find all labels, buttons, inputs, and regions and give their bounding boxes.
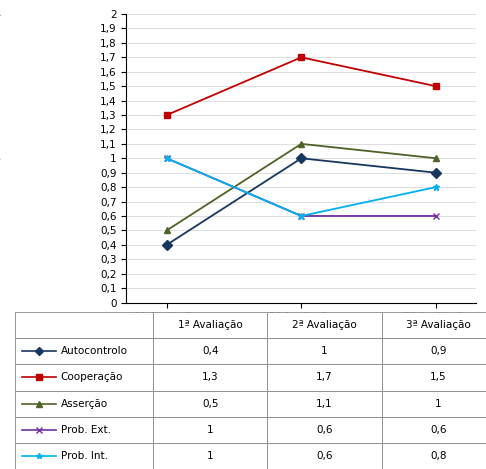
Text: 0,8: 0,8	[431, 451, 447, 461]
Text: 1ª Avaliação: 1ª Avaliação	[178, 320, 243, 330]
Bar	[267, 443, 382, 469]
Bar	[15, 391, 153, 416]
Text: 3ª Avaliação: 3ª Avaliação	[406, 320, 471, 330]
Bar	[15, 443, 153, 469]
Bar	[15, 416, 153, 443]
Bar	[15, 338, 153, 364]
Text: 1,5: 1,5	[430, 372, 447, 382]
Bar	[153, 364, 267, 391]
Text: 2ª Avaliação: 2ª Avaliação	[292, 320, 357, 330]
Bar	[382, 312, 486, 338]
Text: Prob. Ext.: Prob. Ext.	[61, 425, 111, 435]
Text: 0,4: 0,4	[202, 346, 218, 356]
Text: Asserção: Asserção	[61, 399, 108, 408]
Bar	[267, 312, 382, 338]
Text: 1,3: 1,3	[202, 372, 219, 382]
Text: Prob. Int.: Prob. Int.	[61, 451, 108, 461]
Text: 1,1: 1,1	[316, 399, 333, 408]
Bar	[382, 338, 486, 364]
Text: 1: 1	[321, 346, 328, 356]
Text: Cooperação: Cooperação	[61, 372, 123, 382]
Text: Autocontrolo: Autocontrolo	[61, 346, 128, 356]
Bar	[153, 391, 267, 416]
Text: 1: 1	[435, 399, 442, 408]
Text: 0,6: 0,6	[316, 451, 332, 461]
Text: 1: 1	[207, 451, 213, 461]
Text: 0,5: 0,5	[202, 399, 218, 408]
Bar	[153, 338, 267, 364]
Bar	[15, 312, 153, 338]
Text: 0,6: 0,6	[316, 425, 332, 435]
Bar	[382, 443, 486, 469]
Bar	[382, 416, 486, 443]
Text: 1,7: 1,7	[316, 372, 333, 382]
Bar	[153, 312, 267, 338]
Bar	[15, 364, 153, 391]
Bar	[267, 416, 382, 443]
Text: 0,9: 0,9	[431, 346, 447, 356]
Bar	[267, 338, 382, 364]
Bar	[153, 443, 267, 469]
Bar	[153, 416, 267, 443]
Bar	[382, 391, 486, 416]
Bar	[267, 364, 382, 391]
Text: 1: 1	[207, 425, 213, 435]
Bar	[267, 391, 382, 416]
Text: 0,6: 0,6	[431, 425, 447, 435]
Bar	[382, 364, 486, 391]
